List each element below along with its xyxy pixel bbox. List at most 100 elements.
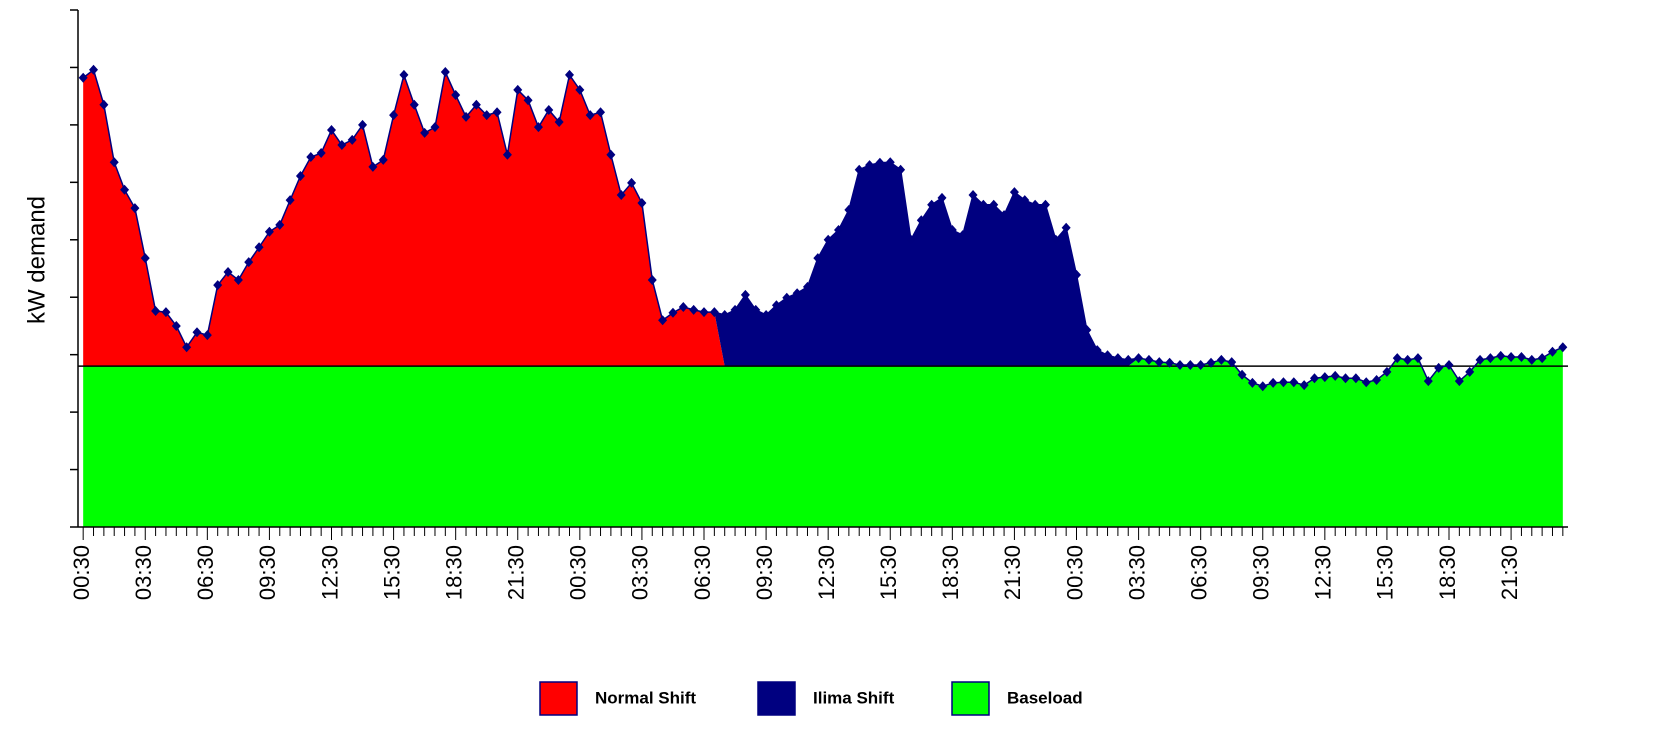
marker xyxy=(1465,366,1475,377)
marker xyxy=(906,234,916,245)
marker xyxy=(420,127,430,138)
x-tick-label: 03:30 xyxy=(131,545,156,600)
marker xyxy=(316,148,326,159)
marker xyxy=(533,122,543,133)
marker xyxy=(616,189,626,200)
marker xyxy=(171,320,181,331)
marker xyxy=(947,225,957,236)
marker xyxy=(440,67,450,78)
marker xyxy=(1527,354,1537,365)
marker xyxy=(792,288,802,299)
marker xyxy=(182,342,192,353)
marker xyxy=(678,301,688,312)
marker xyxy=(451,90,461,101)
marker xyxy=(513,84,523,95)
marker xyxy=(1072,269,1082,280)
marker xyxy=(689,304,699,315)
marker xyxy=(1506,351,1516,362)
y-axis-label: kW demand xyxy=(23,196,50,324)
marker xyxy=(1537,353,1547,364)
marker xyxy=(720,310,730,321)
marker xyxy=(368,161,378,172)
marker xyxy=(699,307,709,318)
x-tick-label: 12:30 xyxy=(1311,545,1336,600)
marker xyxy=(430,122,440,133)
marker xyxy=(1516,351,1526,362)
legend-label: Ilima Shift xyxy=(813,688,895,707)
x-tick-label: 18:30 xyxy=(1435,545,1460,600)
marker xyxy=(730,304,740,315)
marker xyxy=(668,307,678,318)
marker xyxy=(782,292,792,303)
marker xyxy=(1123,354,1133,365)
marker xyxy=(606,149,616,160)
marker xyxy=(358,119,368,130)
marker xyxy=(1082,324,1092,335)
marker xyxy=(140,253,150,264)
marker xyxy=(1196,360,1206,371)
marker xyxy=(306,152,316,163)
marker xyxy=(1009,187,1019,198)
x-tick-label: 21:30 xyxy=(1497,545,1522,600)
marker xyxy=(1227,357,1237,368)
marker xyxy=(471,99,481,110)
marker xyxy=(223,266,233,277)
x-tick-label: 00:30 xyxy=(566,545,591,600)
marker xyxy=(585,110,595,121)
legend-label: Baseload xyxy=(1007,688,1083,707)
marker xyxy=(202,330,212,341)
marker xyxy=(89,64,99,75)
marker xyxy=(482,110,492,121)
marker xyxy=(1175,360,1185,371)
marker xyxy=(989,199,999,210)
marker xyxy=(130,203,140,214)
marker xyxy=(958,230,968,241)
marker xyxy=(1092,345,1102,356)
marker xyxy=(409,99,419,110)
marker xyxy=(916,215,926,226)
x-tick-label: 18:30 xyxy=(441,545,466,600)
marker xyxy=(161,307,171,318)
marker xyxy=(285,195,295,206)
x-tick-label: 21:30 xyxy=(504,545,529,600)
x-tick-label: 15:30 xyxy=(1373,545,1398,600)
marker xyxy=(647,274,657,285)
x-tick-label: 09:30 xyxy=(752,545,777,600)
marker xyxy=(875,157,885,168)
marker xyxy=(596,107,606,118)
marker xyxy=(771,300,781,311)
x-tick-label: 12:30 xyxy=(317,545,342,600)
marker xyxy=(751,304,761,315)
marker xyxy=(1558,342,1568,353)
marker xyxy=(1040,199,1050,210)
marker xyxy=(999,210,1009,221)
marker xyxy=(709,307,719,318)
marker xyxy=(1134,353,1144,364)
area xyxy=(83,69,1563,387)
area xyxy=(83,347,1563,527)
marker xyxy=(1413,353,1423,364)
x-tick-label: 00:30 xyxy=(1062,545,1087,600)
marker xyxy=(389,110,399,121)
marker xyxy=(896,164,906,175)
marker xyxy=(1496,350,1506,361)
marker xyxy=(627,177,637,188)
marker xyxy=(1237,369,1247,380)
marker xyxy=(1103,350,1113,361)
marker xyxy=(151,306,161,317)
marker xyxy=(399,69,409,80)
legend-swatch xyxy=(539,681,578,716)
marker xyxy=(1247,377,1257,388)
marker xyxy=(264,226,274,237)
marker xyxy=(1268,377,1278,388)
marker xyxy=(575,84,585,95)
marker xyxy=(347,134,357,145)
marker xyxy=(492,107,502,118)
x-tick-label: 09:30 xyxy=(255,545,280,600)
marker xyxy=(502,149,512,160)
marker xyxy=(78,72,88,83)
marker xyxy=(378,154,388,165)
marker xyxy=(1113,353,1123,364)
x-tick-label: 06:30 xyxy=(193,545,218,600)
